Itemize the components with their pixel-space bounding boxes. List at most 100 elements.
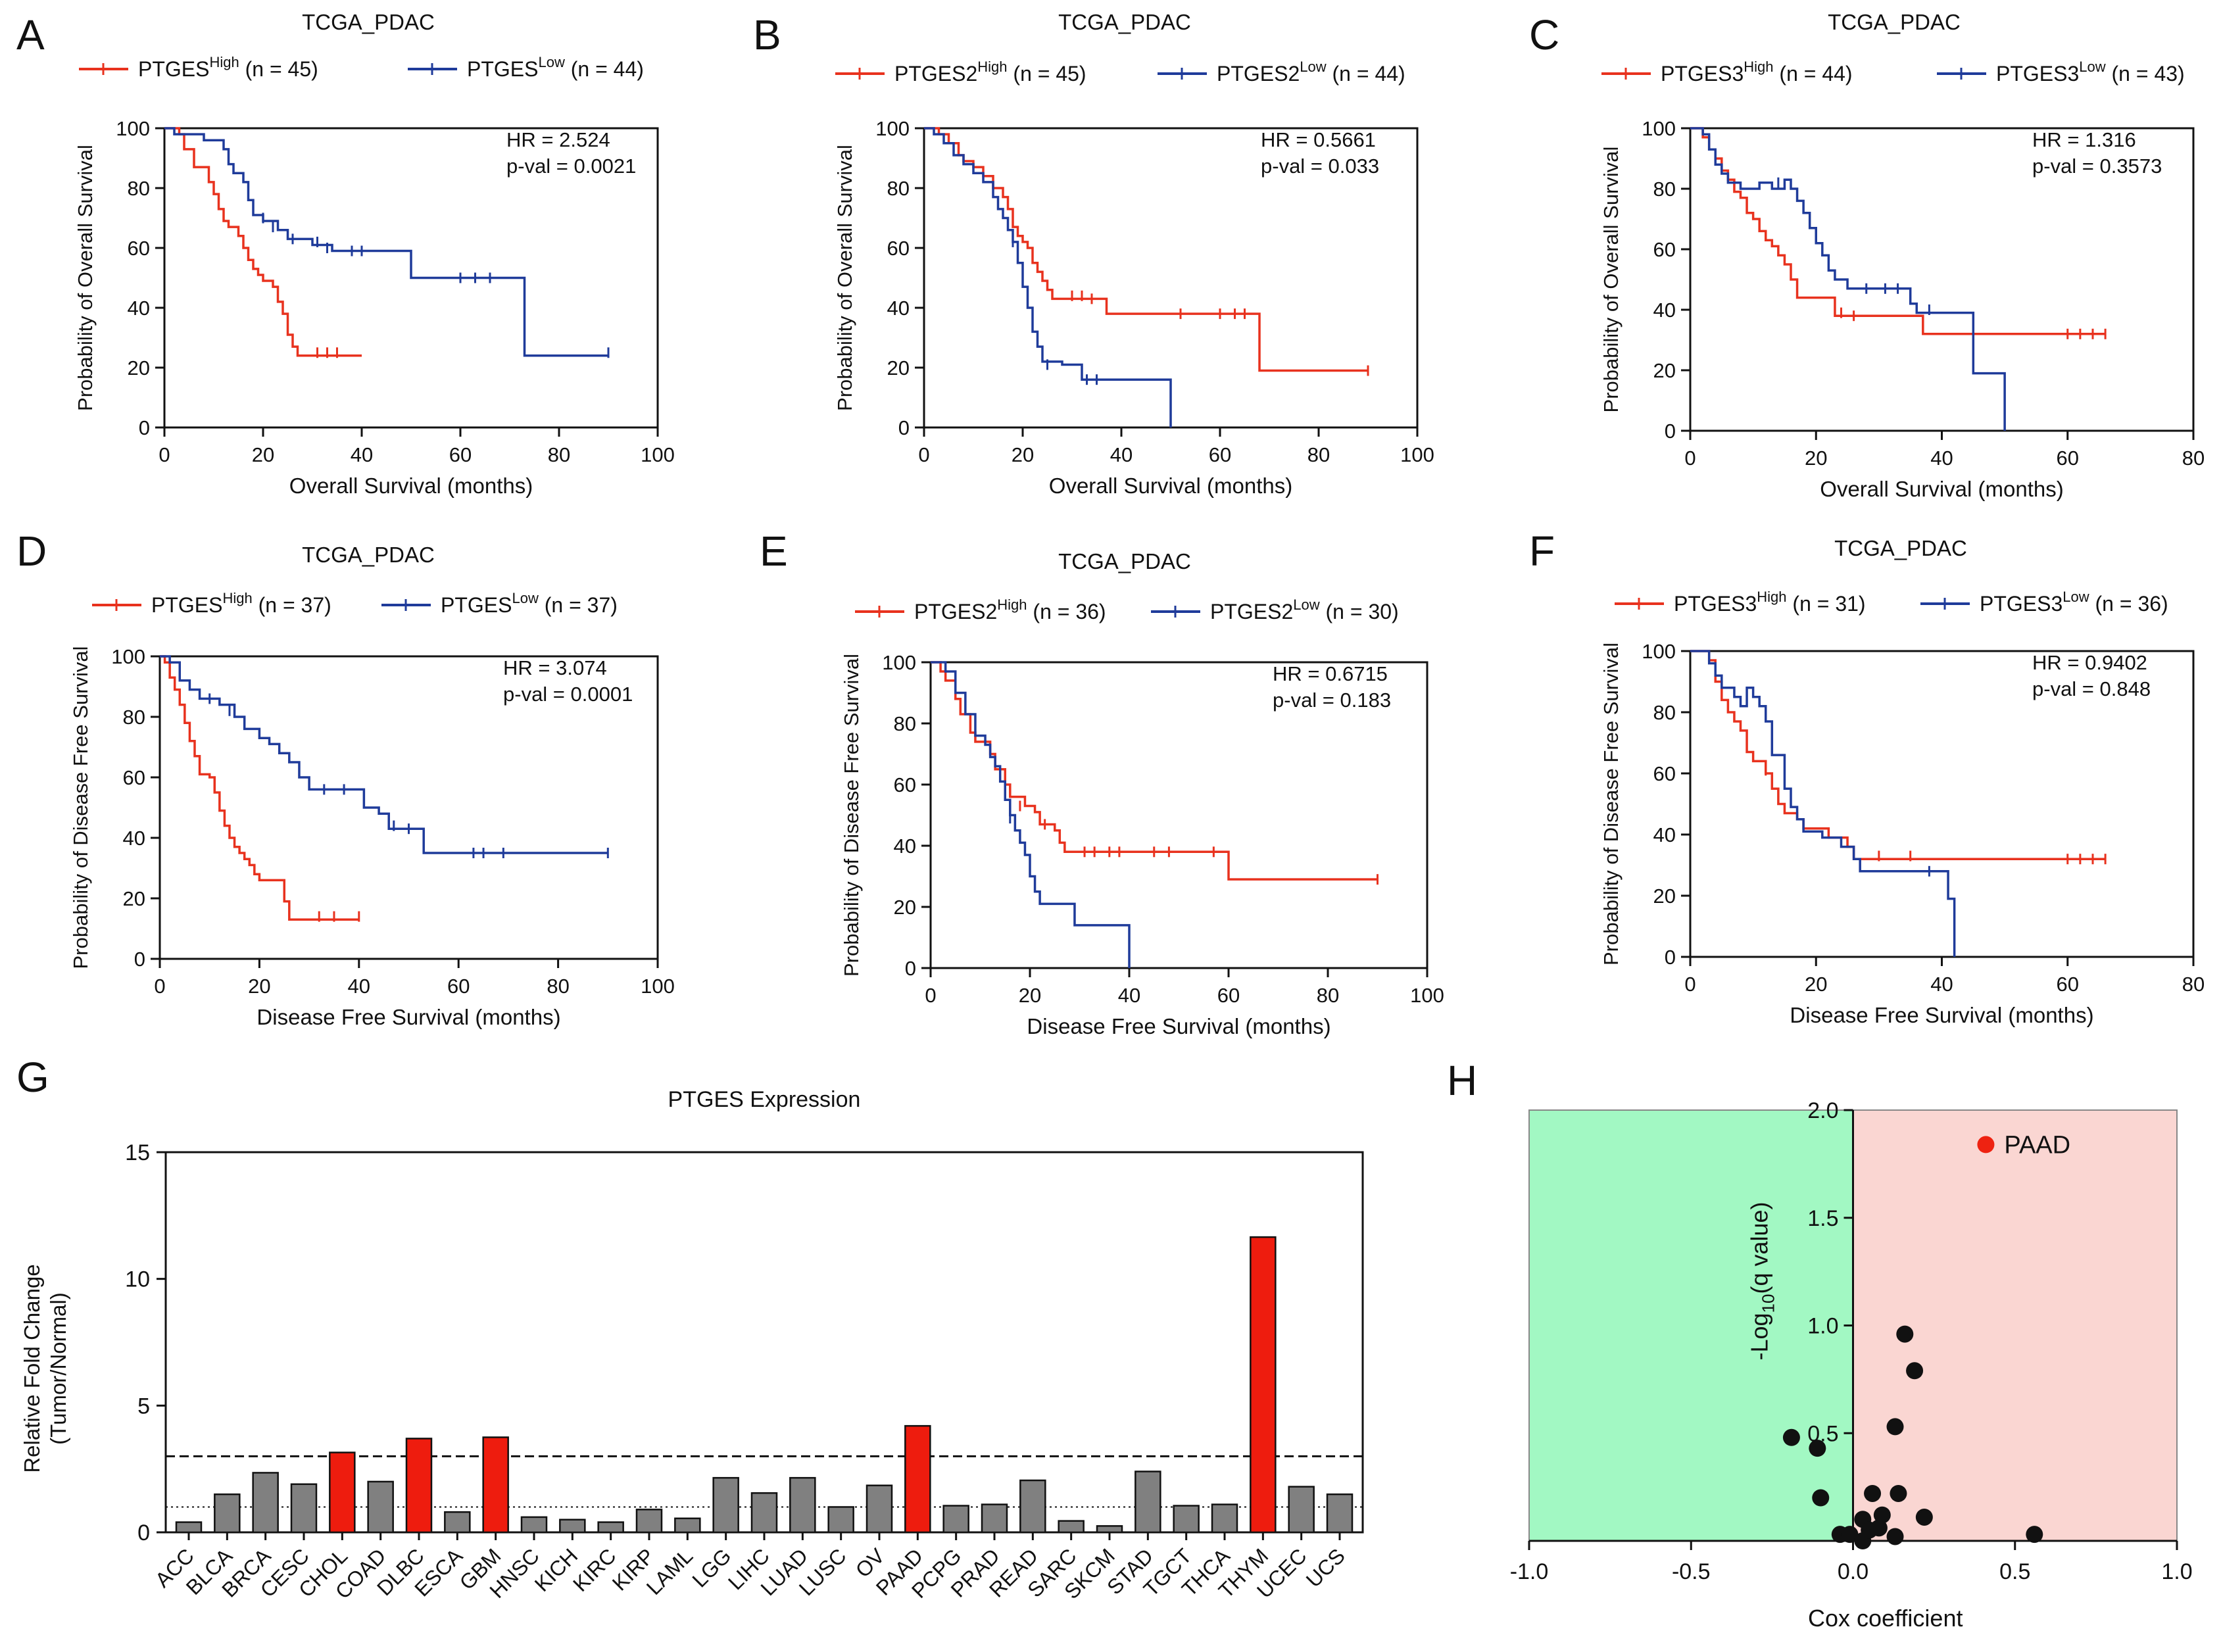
x-tick-label: KICH xyxy=(530,1543,583,1596)
x-tick-label: 20 xyxy=(1012,443,1034,466)
km-panel-B: B TCGA_PDAC 0 20 40 60 80 100 0 20 40 60 80 100 Overal… xyxy=(753,10,1434,498)
legend-count: (n = 44) xyxy=(565,57,644,81)
bar-esca xyxy=(444,1511,471,1534)
plot-title: TCGA_PDAC xyxy=(1058,549,1191,573)
legend-level: High xyxy=(1744,59,1773,75)
y-tick-label: 100 xyxy=(882,651,916,674)
y-tick-label: 100 xyxy=(111,645,145,668)
legend-gene: PTGES3 xyxy=(1661,62,1744,85)
positive-region xyxy=(1853,1110,2177,1541)
data-point xyxy=(1782,1428,1800,1446)
y-tick-label: 20 xyxy=(1653,359,1676,382)
x-tick-label: 100 xyxy=(1400,443,1434,466)
legend-level: High xyxy=(997,596,1027,613)
panel-letter: D xyxy=(16,527,47,575)
y-tick-label: 40 xyxy=(1653,823,1676,846)
data-point xyxy=(1870,1519,1888,1537)
km-curve-low xyxy=(924,127,1172,427)
legend-gene: PTGES2 xyxy=(1217,62,1300,85)
hazard-ratio: HR = 0.9402 xyxy=(2032,651,2147,674)
km-curve-high xyxy=(1690,127,2106,335)
y-label-tail: (q value) xyxy=(1746,1202,1773,1294)
x-tick-label: 80 xyxy=(2182,973,2205,996)
y-tick-label: 80 xyxy=(1653,701,1676,724)
y-tick-label: 20 xyxy=(887,356,910,379)
y-tick-label: 100 xyxy=(1642,117,1676,140)
y-tick-label: 20 xyxy=(128,356,150,379)
bar-luad xyxy=(789,1476,816,1534)
x-tick-label: 20 xyxy=(1019,984,1041,1007)
y-tick-label: 1.0 xyxy=(1807,1314,1838,1339)
bar-thym xyxy=(1250,1236,1277,1534)
p-value: p-val = 0.3573 xyxy=(2032,155,2162,178)
legend-label: PTGES2Low (n = 30) xyxy=(1210,596,1399,623)
y-tick-label: 100 xyxy=(1642,640,1676,663)
legend-count: (n = 45) xyxy=(239,57,318,81)
bar-read xyxy=(1019,1479,1046,1534)
km-curve-high xyxy=(160,655,359,921)
x-tick-label: 0 xyxy=(925,984,936,1007)
legend-label: PTGES3Low (n = 36) xyxy=(1980,589,2168,616)
p-value: p-val = 0.183 xyxy=(1273,689,1391,712)
bar-gbm xyxy=(482,1436,509,1534)
data-point xyxy=(1809,1440,1826,1457)
data-point xyxy=(1896,1325,1914,1343)
y-tick-label: 80 xyxy=(894,712,916,735)
bar-acc xyxy=(175,1521,203,1534)
hazard-ratio: HR = 0.6715 xyxy=(1273,662,1388,685)
x-tick-label: 100 xyxy=(641,443,675,466)
x-tick-label: 80 xyxy=(1307,443,1330,466)
x-tick-label: 20 xyxy=(1805,973,1827,996)
bar-sarc xyxy=(1058,1520,1085,1534)
y-tick-label: 15 xyxy=(125,1140,150,1165)
data-point xyxy=(1886,1528,1904,1545)
x-tick-label: 80 xyxy=(2182,447,2205,470)
bar-kich xyxy=(559,1518,586,1534)
y-axis-label: -Log10(q value) xyxy=(1746,1202,1778,1360)
legend-label: PTGESLow (n = 37) xyxy=(441,590,618,617)
bar-lgg xyxy=(712,1476,739,1534)
legend-level: Low xyxy=(1293,596,1319,613)
x-tick-label: 0 xyxy=(154,975,165,998)
legend-label: PTGES3Low (n = 43) xyxy=(1996,59,2185,85)
plot-title: PTGES Expression xyxy=(668,1087,861,1112)
plot-frame xyxy=(159,655,659,960)
x-axis-label: Overall Survival (months) xyxy=(1820,477,2063,501)
plot-title: TCGA_PDAC xyxy=(302,543,435,567)
y-tick-label: 0 xyxy=(1665,420,1676,443)
bar-dlbc xyxy=(405,1438,433,1534)
x-tick-label: 0 xyxy=(1684,973,1696,996)
panel-letter: E xyxy=(760,527,788,575)
legend-count: (n = 44) xyxy=(1327,62,1405,85)
x-tick-label: 80 xyxy=(548,443,570,466)
legend-level: Low xyxy=(1300,59,1326,75)
x-axis-label: Disease Free Survival (months) xyxy=(1027,1014,1330,1038)
x-tick-label: 60 xyxy=(2057,973,2079,996)
km-curve-low xyxy=(164,127,608,357)
panel-letter: H xyxy=(1447,1057,1477,1104)
panel-letter: A xyxy=(16,11,45,59)
x-tick-label: 80 xyxy=(1317,984,1339,1007)
legend-gene: PTGES2 xyxy=(1210,600,1293,623)
hazard-ratio: HR = 3.074 xyxy=(503,656,607,679)
bar-thca xyxy=(1211,1503,1238,1534)
y-axis-label: Probability of Overall Survival xyxy=(1599,147,1623,413)
x-tick-label: 20 xyxy=(1805,447,1827,470)
legend-count: (n = 37) xyxy=(539,593,618,617)
bar-kirp xyxy=(635,1509,663,1534)
y-tick-label: 20 xyxy=(1653,885,1676,908)
x-tick-label: 20 xyxy=(252,443,274,466)
legend-count: (n = 45) xyxy=(1008,62,1086,85)
x-axis-label: Overall Survival (months) xyxy=(289,474,533,498)
x-tick-label: 80 xyxy=(547,975,569,998)
plot-frame xyxy=(929,661,1428,969)
y-tick-label: 100 xyxy=(116,117,150,140)
legend-count: (n = 43) xyxy=(2106,62,2185,85)
x-tick-label: 0.0 xyxy=(1838,1559,1868,1584)
p-value: p-val = 0.0021 xyxy=(506,155,636,178)
bar-pcpg xyxy=(942,1505,969,1534)
km-panel-D: D TCGA_PDAC 0 20 40 60 80 100 0 20 40 60 80 100 Diseas… xyxy=(16,527,675,1029)
km-panel-F: F TCGA_PDAC 0 20 40 60 80 100 0 20 40 60 80 Disease F… xyxy=(1529,527,2205,1027)
bar-hnsc xyxy=(520,1516,548,1534)
x-tick-label: 40 xyxy=(351,443,373,466)
